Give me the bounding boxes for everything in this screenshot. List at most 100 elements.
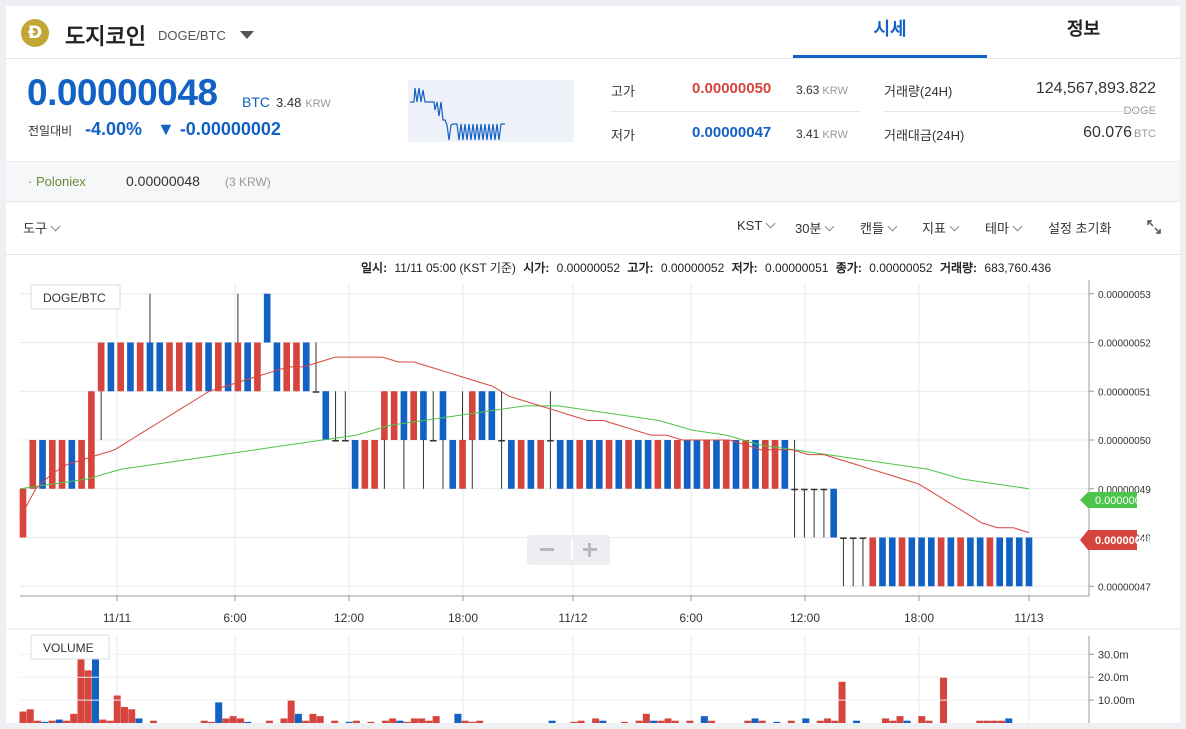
stats-divider bbox=[610, 111, 860, 112]
candle-body bbox=[175, 342, 183, 392]
candle-body bbox=[195, 342, 203, 392]
reset-settings-button[interactable]: 설정 초기화 bbox=[1048, 221, 1112, 236]
theme-menu[interactable]: 테마 bbox=[985, 218, 1023, 237]
indicator-menu[interactable]: 지표 bbox=[922, 218, 960, 237]
candlestick-chart[interactable]: 일시: 11/11 05:00 (KST 기준) 시가: 0.00000052 … bbox=[6, 254, 1180, 723]
legend-close-label: 종가: bbox=[836, 260, 862, 275]
candle-body bbox=[332, 440, 339, 442]
volume-bar bbox=[998, 720, 1006, 723]
candle-body bbox=[576, 440, 584, 489]
chevron-down-icon bbox=[50, 221, 61, 232]
y-tick-label: 0.00000050 bbox=[1098, 436, 1151, 447]
candle-body bbox=[224, 342, 232, 392]
candle-body bbox=[869, 537, 877, 587]
tab-quote[interactable]: 시세 bbox=[793, 6, 987, 58]
indicator-menu-label: 지표 bbox=[922, 221, 946, 236]
volume-bar bbox=[33, 720, 41, 723]
exchange-price: 0.00000048 bbox=[126, 173, 200, 189]
volume-bar bbox=[773, 721, 781, 723]
chevron-down-icon bbox=[824, 221, 835, 232]
candle-body bbox=[390, 391, 398, 440]
volume-series bbox=[19, 645, 1013, 723]
coin-dropdown-caret-icon[interactable] bbox=[240, 31, 254, 39]
zoom-in-icon[interactable] bbox=[583, 543, 597, 557]
volume-axis: 30.0m 20.0m 10.00m bbox=[20, 636, 1135, 723]
volume-bar bbox=[389, 718, 397, 723]
candle-body bbox=[351, 440, 359, 489]
high-label: 고가 bbox=[611, 84, 635, 99]
low-krw-value: 3.41 bbox=[796, 127, 820, 141]
candle-body bbox=[967, 537, 974, 587]
candle-body bbox=[908, 537, 916, 587]
volume-bar bbox=[657, 720, 665, 723]
legend-low-label: 저가: bbox=[732, 260, 758, 275]
candle-body bbox=[117, 342, 124, 392]
candle-body bbox=[312, 391, 320, 393]
chevron-down-icon bbox=[765, 218, 776, 229]
coin-pair[interactable]: DOGE/BTC bbox=[158, 28, 226, 43]
candle-body bbox=[263, 293, 271, 343]
candle-body bbox=[742, 440, 750, 489]
legend-open-label: 시가: bbox=[523, 260, 549, 275]
candle-body bbox=[654, 440, 662, 489]
change-percent: -4.00% bbox=[85, 119, 143, 139]
volume-bar bbox=[135, 718, 143, 723]
volume-bar bbox=[686, 720, 694, 723]
candle-body bbox=[429, 440, 437, 442]
candle-body bbox=[1025, 537, 1033, 587]
volume-bar bbox=[77, 645, 85, 723]
candle-menu[interactable]: 캔들 bbox=[860, 218, 898, 237]
volume-bar bbox=[280, 718, 288, 723]
volume-bar bbox=[889, 720, 897, 723]
candle-body bbox=[58, 440, 66, 489]
volume-bar bbox=[120, 706, 128, 723]
tools-menu[interactable]: 도구 bbox=[23, 218, 61, 237]
chevron-down-icon bbox=[949, 221, 960, 232]
candle-body bbox=[88, 391, 95, 489]
candle-body bbox=[683, 440, 691, 489]
volume-bar bbox=[265, 720, 273, 723]
legend-high-label: 고가: bbox=[627, 260, 653, 275]
volume-bar bbox=[236, 718, 244, 723]
low-label: 저가 bbox=[611, 128, 635, 143]
timezone-menu[interactable]: KST bbox=[737, 218, 776, 233]
expand-icon[interactable] bbox=[1147, 220, 1161, 234]
candle-body bbox=[29, 440, 37, 489]
coin-name[interactable]: 도지코인 bbox=[65, 24, 146, 49]
candle-body bbox=[918, 537, 925, 587]
low-krw-unit: KRW bbox=[822, 129, 848, 141]
x-tick-label: 12:00 bbox=[334, 611, 364, 625]
candle-body bbox=[361, 440, 369, 489]
candle-body bbox=[498, 440, 505, 442]
candle-body bbox=[234, 342, 242, 392]
candle-body bbox=[595, 440, 603, 489]
price-krw-value: 3.48 bbox=[276, 95, 302, 110]
candle-body bbox=[996, 537, 1004, 587]
candle-body bbox=[244, 342, 251, 392]
tab-info[interactable]: 정보 bbox=[1066, 19, 1101, 39]
volume-bar bbox=[824, 718, 832, 723]
volume-bar bbox=[26, 709, 34, 723]
candle-body bbox=[986, 537, 994, 587]
volume-bar bbox=[548, 720, 556, 723]
zoom-out-icon[interactable] bbox=[540, 548, 554, 551]
candle-body bbox=[527, 440, 535, 489]
candle-body bbox=[322, 391, 330, 440]
chart-toolbar: 도구 KST 30분 캔들 지표 테마 설정 초기화 bbox=[6, 201, 1180, 255]
interval-menu[interactable]: 30분 bbox=[795, 218, 835, 237]
candle-body bbox=[302, 342, 310, 392]
candle-series bbox=[19, 293, 1033, 587]
candle-body bbox=[957, 537, 964, 587]
volume-title-box bbox=[30, 634, 110, 660]
legend-date-label: 일시: bbox=[361, 261, 387, 275]
candle-body bbox=[693, 440, 701, 489]
candle-body bbox=[410, 391, 418, 440]
exchange-name[interactable]: · Poloniex bbox=[28, 174, 86, 189]
candle-body bbox=[273, 342, 281, 392]
high-krw-value: 3.63 bbox=[796, 83, 820, 97]
candle-body bbox=[644, 440, 652, 489]
volume-bar bbox=[650, 720, 658, 723]
candle-body bbox=[1015, 537, 1023, 587]
volume-tick-label: 20.0m bbox=[1098, 672, 1129, 684]
candle-body bbox=[185, 342, 193, 392]
